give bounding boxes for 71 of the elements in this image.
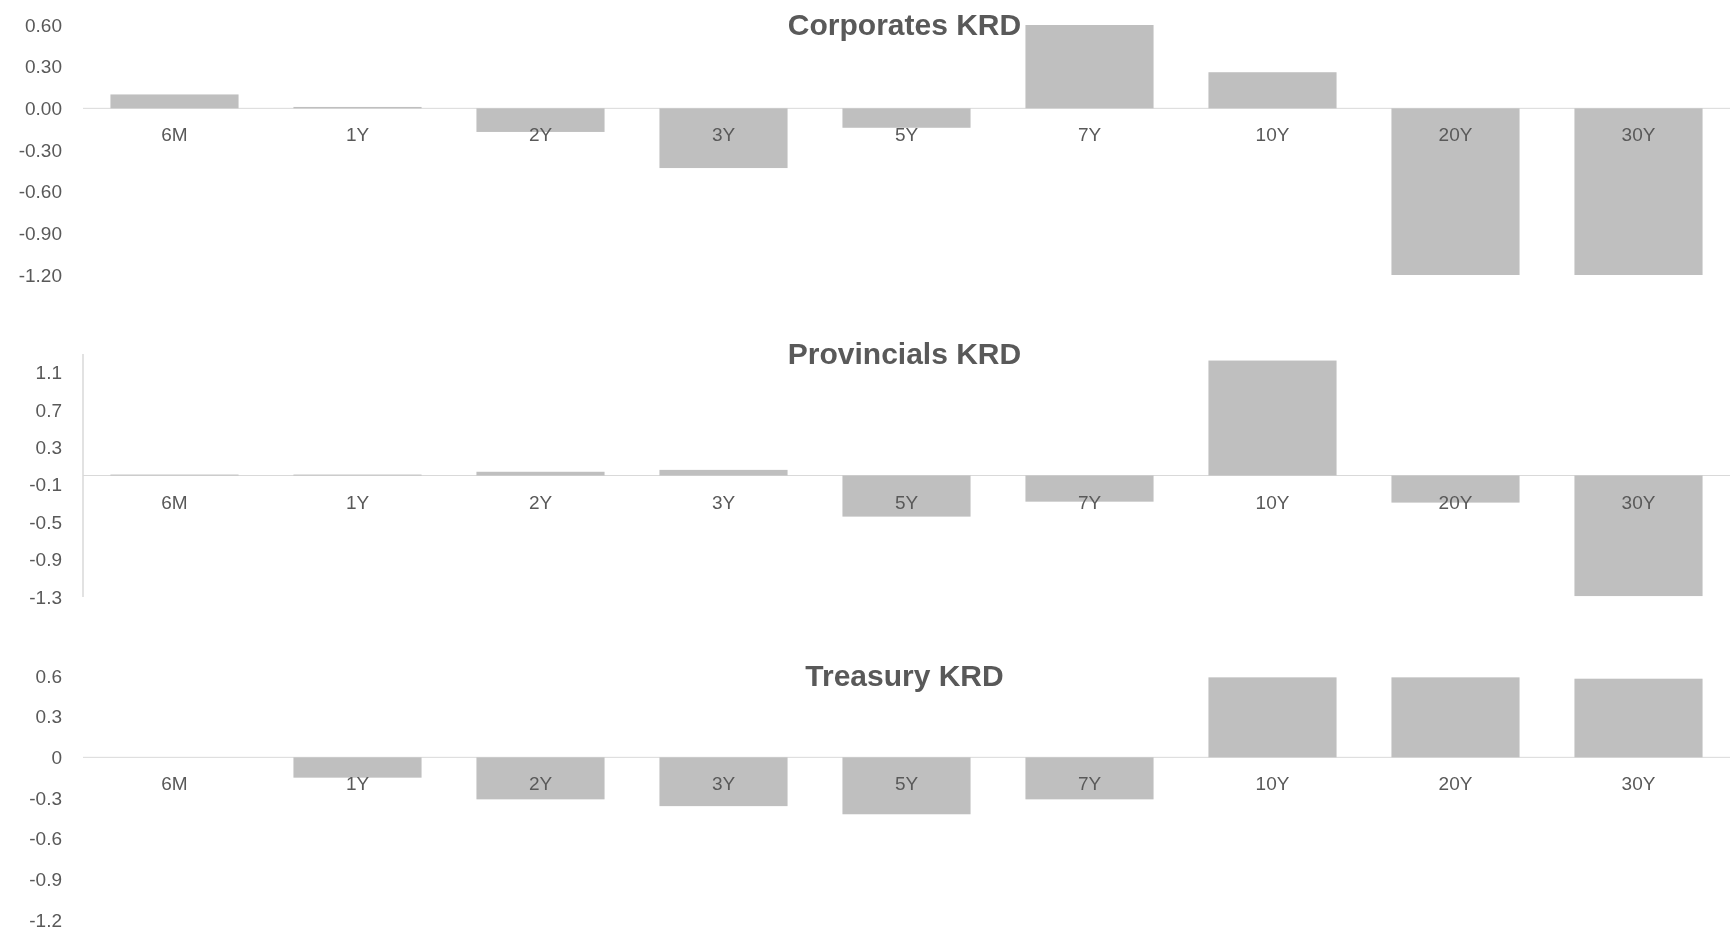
y-tick-label: 1.1 [35,362,62,384]
x-tick-label: 30Y [1621,491,1656,513]
y-tick-label: -0.30 [18,139,62,161]
x-tick-label: 20Y [1438,124,1473,146]
bar [476,757,605,800]
y-tick-label: -0.90 [18,222,62,244]
y-tick-label: 0.60 [25,14,62,36]
x-tick-label: 10Y [1255,773,1290,795]
chart-title: Provincials KRD [787,337,1022,370]
chart-title: Treasury KRD [805,659,1004,692]
y-tick-label: 0.7 [35,399,62,421]
x-tick-label: 1Y [345,124,370,146]
y-tick-label: -1.3 [29,586,62,608]
x-tick-label: 2Y [528,773,553,795]
x-tick-label: 1Y [345,773,370,795]
bar [842,757,971,815]
x-tick-label: 5Y [894,491,919,513]
x-tick-label: 3Y [711,124,736,146]
bar [1208,360,1337,476]
x-tick-label: 6M [161,773,188,795]
y-tick-label: 0.00 [25,97,62,119]
bar [1391,677,1520,758]
x-tick-label: 5Y [894,773,919,795]
x-tick-label: 30Y [1621,773,1656,795]
y-tick-label: -0.60 [18,181,62,203]
chart-title: Corporates KRD [787,8,1022,41]
bar [842,108,971,128]
x-tick-label: 6M [161,124,188,146]
bar [110,94,239,109]
x-tick-label: 7Y [1077,773,1102,795]
bar [1574,678,1703,758]
x-tick-label: 6M [161,491,188,513]
y-tick-label: 0.30 [25,56,62,78]
y-tick-label: 0.3 [35,706,62,728]
x-tick-label: 7Y [1077,124,1102,146]
bar [1208,72,1337,109]
y-tick-label: -0.9 [29,868,62,890]
bar [659,469,788,476]
y-tick-label: 0.6 [35,665,62,687]
bar [1025,757,1154,800]
x-tick-label: 1Y [345,491,370,513]
bar [1208,677,1337,758]
x-tick-label: 2Y [528,124,553,146]
y-tick-label: -1.20 [18,264,62,286]
y-tick-label: -0.3 [29,787,62,809]
x-tick-label: 30Y [1621,124,1656,146]
y-tick-label: -0.6 [29,828,62,850]
bar [476,471,605,476]
y-tick-label: -0.5 [29,511,62,533]
x-tick-label: 10Y [1255,124,1290,146]
x-tick-label: 5Y [894,124,919,146]
y-tick-label: -0.1 [29,474,62,496]
x-tick-label: 7Y [1077,491,1102,513]
y-tick-label: 0 [51,746,62,768]
y-tick-label: -1.2 [29,909,62,930]
bar [1574,475,1703,597]
bar [659,757,788,807]
bar [1391,108,1520,275]
bar [1025,25,1154,109]
x-tick-label: 20Y [1438,491,1473,513]
bar [293,757,422,778]
bar [842,475,971,517]
x-tick-label: 20Y [1438,773,1473,795]
bar [1574,108,1703,275]
x-tick-label: 2Y [528,491,553,513]
x-tick-label: 3Y [711,773,736,795]
x-tick-label: 10Y [1255,491,1290,513]
x-tick-label: 3Y [711,491,736,513]
bar [659,108,788,169]
y-tick-label: 0.3 [35,437,62,459]
y-tick-label: -0.9 [29,549,62,571]
